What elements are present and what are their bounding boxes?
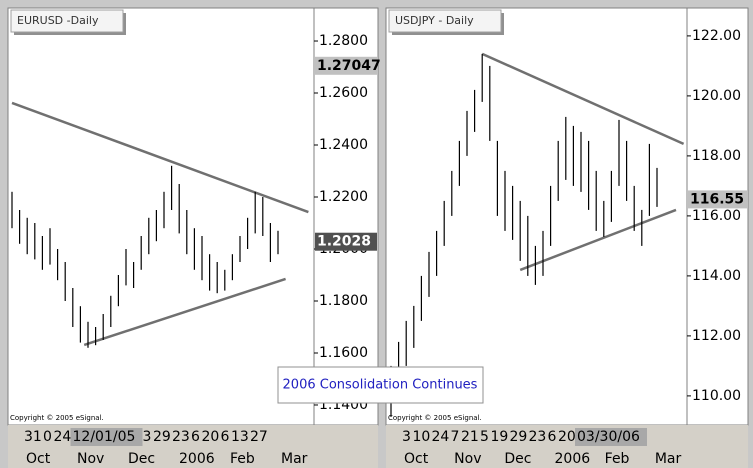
x-tick-label: 13 <box>231 429 249 445</box>
x-month-label: 2006 <box>179 451 215 467</box>
y-tick-label: 1.2600 <box>319 85 368 101</box>
x-tick-label: 29 <box>510 429 528 445</box>
x-month-label: Feb <box>605 451 630 467</box>
price-marker <box>688 190 747 209</box>
y-tick-label: 116.00 <box>692 208 741 224</box>
plot-group <box>11 101 309 347</box>
x-month-label: Mar <box>281 451 308 467</box>
trendline <box>11 101 309 214</box>
x-month-label: Dec <box>128 451 155 467</box>
x-tick-label: 29 <box>153 429 171 445</box>
x-tick-label: 12/01/05 <box>73 429 136 445</box>
x-label-highlight <box>70 428 143 446</box>
x-tick-label: 10 <box>413 429 431 445</box>
title-box <box>10 9 124 33</box>
y-tick-label: 1.2800 <box>319 33 368 49</box>
chart-title: EURUSD -Daily <box>17 14 99 27</box>
y-tick-label: 122.00 <box>692 28 741 44</box>
x-tick-label: 7 <box>451 429 460 445</box>
price-marker <box>315 232 377 251</box>
price-marker-label: 1.27047 <box>317 58 381 74</box>
x-tick-label: 27 <box>250 429 268 445</box>
trendline <box>481 52 685 146</box>
x-label-highlight <box>575 428 647 446</box>
x-tick-label: 24 <box>432 429 450 445</box>
copyright: Copyright © 2005 eSignal. <box>388 414 482 422</box>
date-axis <box>386 425 748 468</box>
x-tick-label: 23 <box>529 429 547 445</box>
x-tick-label: 6 <box>191 429 200 445</box>
x-tick-label: 3 <box>143 429 152 445</box>
y-tick-label: 1.1600 <box>319 345 368 361</box>
x-month-label: 2006 <box>555 451 591 467</box>
price-axis <box>686 7 749 426</box>
x-month-label: Feb <box>230 451 255 467</box>
caption-box <box>277 366 484 404</box>
x-tick-label: 23 <box>172 429 190 445</box>
trendline <box>83 277 286 347</box>
y-tick-label: 118.00 <box>692 148 741 164</box>
x-tick-label: 31 <box>24 429 42 445</box>
x-tick-label: 3 <box>402 429 411 445</box>
x-tick-label: 20 <box>202 429 220 445</box>
date-axis <box>8 425 378 468</box>
x-month-label: Dec <box>504 451 531 467</box>
x-tick-label: 19 <box>491 429 509 445</box>
x-month-label: Mar <box>655 451 682 467</box>
y-tick-label: 1.2200 <box>319 189 368 205</box>
plot-group <box>481 52 685 272</box>
x-tick-label: 0 <box>43 429 52 445</box>
trendline <box>519 208 677 272</box>
y-tick-label: 110.00 <box>692 388 741 404</box>
price-marker-label: 1.2028 <box>317 234 371 250</box>
y-tick-label: 1.1800 <box>319 293 368 309</box>
x-tick-label: 6 <box>221 429 230 445</box>
y-tick-label: 1.2400 <box>319 137 368 153</box>
x-month-label: Oct <box>26 451 51 467</box>
price-marker <box>315 56 377 75</box>
copyright: Copyright © 2005 eSignal. <box>10 414 104 422</box>
x-tick-label: 6 <box>548 429 557 445</box>
y-tick-label: 120.00 <box>692 88 741 104</box>
x-month-label: Nov <box>454 451 481 467</box>
x-month-label: Nov <box>77 451 104 467</box>
plot-area <box>7 7 315 426</box>
chart-title: USDJPY - Daily <box>395 14 474 27</box>
x-month-label: Oct <box>404 451 429 467</box>
x-tick-label: 24 <box>54 429 72 445</box>
y-tick-label: 112.00 <box>692 328 741 344</box>
x-tick-label: 03/30/06 <box>577 429 640 445</box>
y-tick-label: 114.00 <box>692 268 741 284</box>
x-tick-label: 21 <box>461 429 479 445</box>
caption: 2006 Consolidation Continues <box>283 378 478 393</box>
x-tick-label: 5 <box>480 429 489 445</box>
price-axis <box>313 7 379 426</box>
x-tick-label: 20 <box>558 429 576 445</box>
title-box <box>388 9 502 33</box>
price-marker-label: 116.55 <box>690 191 744 207</box>
